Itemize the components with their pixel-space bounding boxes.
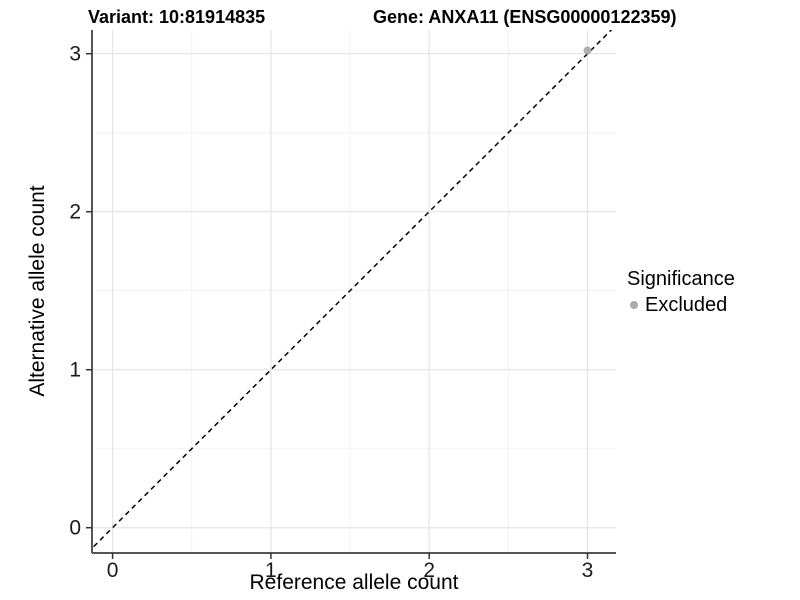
x-tick-label: 3: [582, 559, 594, 582]
legend-item-excluded: Excluded: [627, 292, 735, 318]
legend-title: Significance: [627, 268, 735, 290]
plot-title-variant: Variant: 10:81914835: [88, 7, 266, 27]
x-tick-label: 2: [423, 559, 435, 582]
legend-item-label: Excluded: [645, 294, 728, 316]
y-axis-title: Alternative allele count: [26, 185, 49, 397]
x-tick-label: 1: [265, 559, 277, 582]
identity-line: [92, 30, 613, 550]
y-tick-label: 1: [69, 359, 81, 382]
y-tick-label: 0: [69, 517, 81, 540]
plot-panel: 0 1 2 3 0 1 2 3: [69, 30, 616, 582]
x-tick-label: 0: [107, 559, 119, 582]
x-axis-title: Reference allele count: [249, 571, 459, 594]
plot-title-gene: Gene: ANXA11 (ENSG00000122359): [373, 7, 677, 27]
plot-canvas: 0 1 2 3 0 1 2 3: [69, 30, 616, 582]
excluded-point-icon: [630, 301, 638, 309]
y-tick-label: 2: [69, 201, 81, 224]
y-tick-label: 3: [69, 43, 81, 66]
data-point: [583, 46, 592, 55]
legend: Significance Excluded: [627, 266, 735, 318]
